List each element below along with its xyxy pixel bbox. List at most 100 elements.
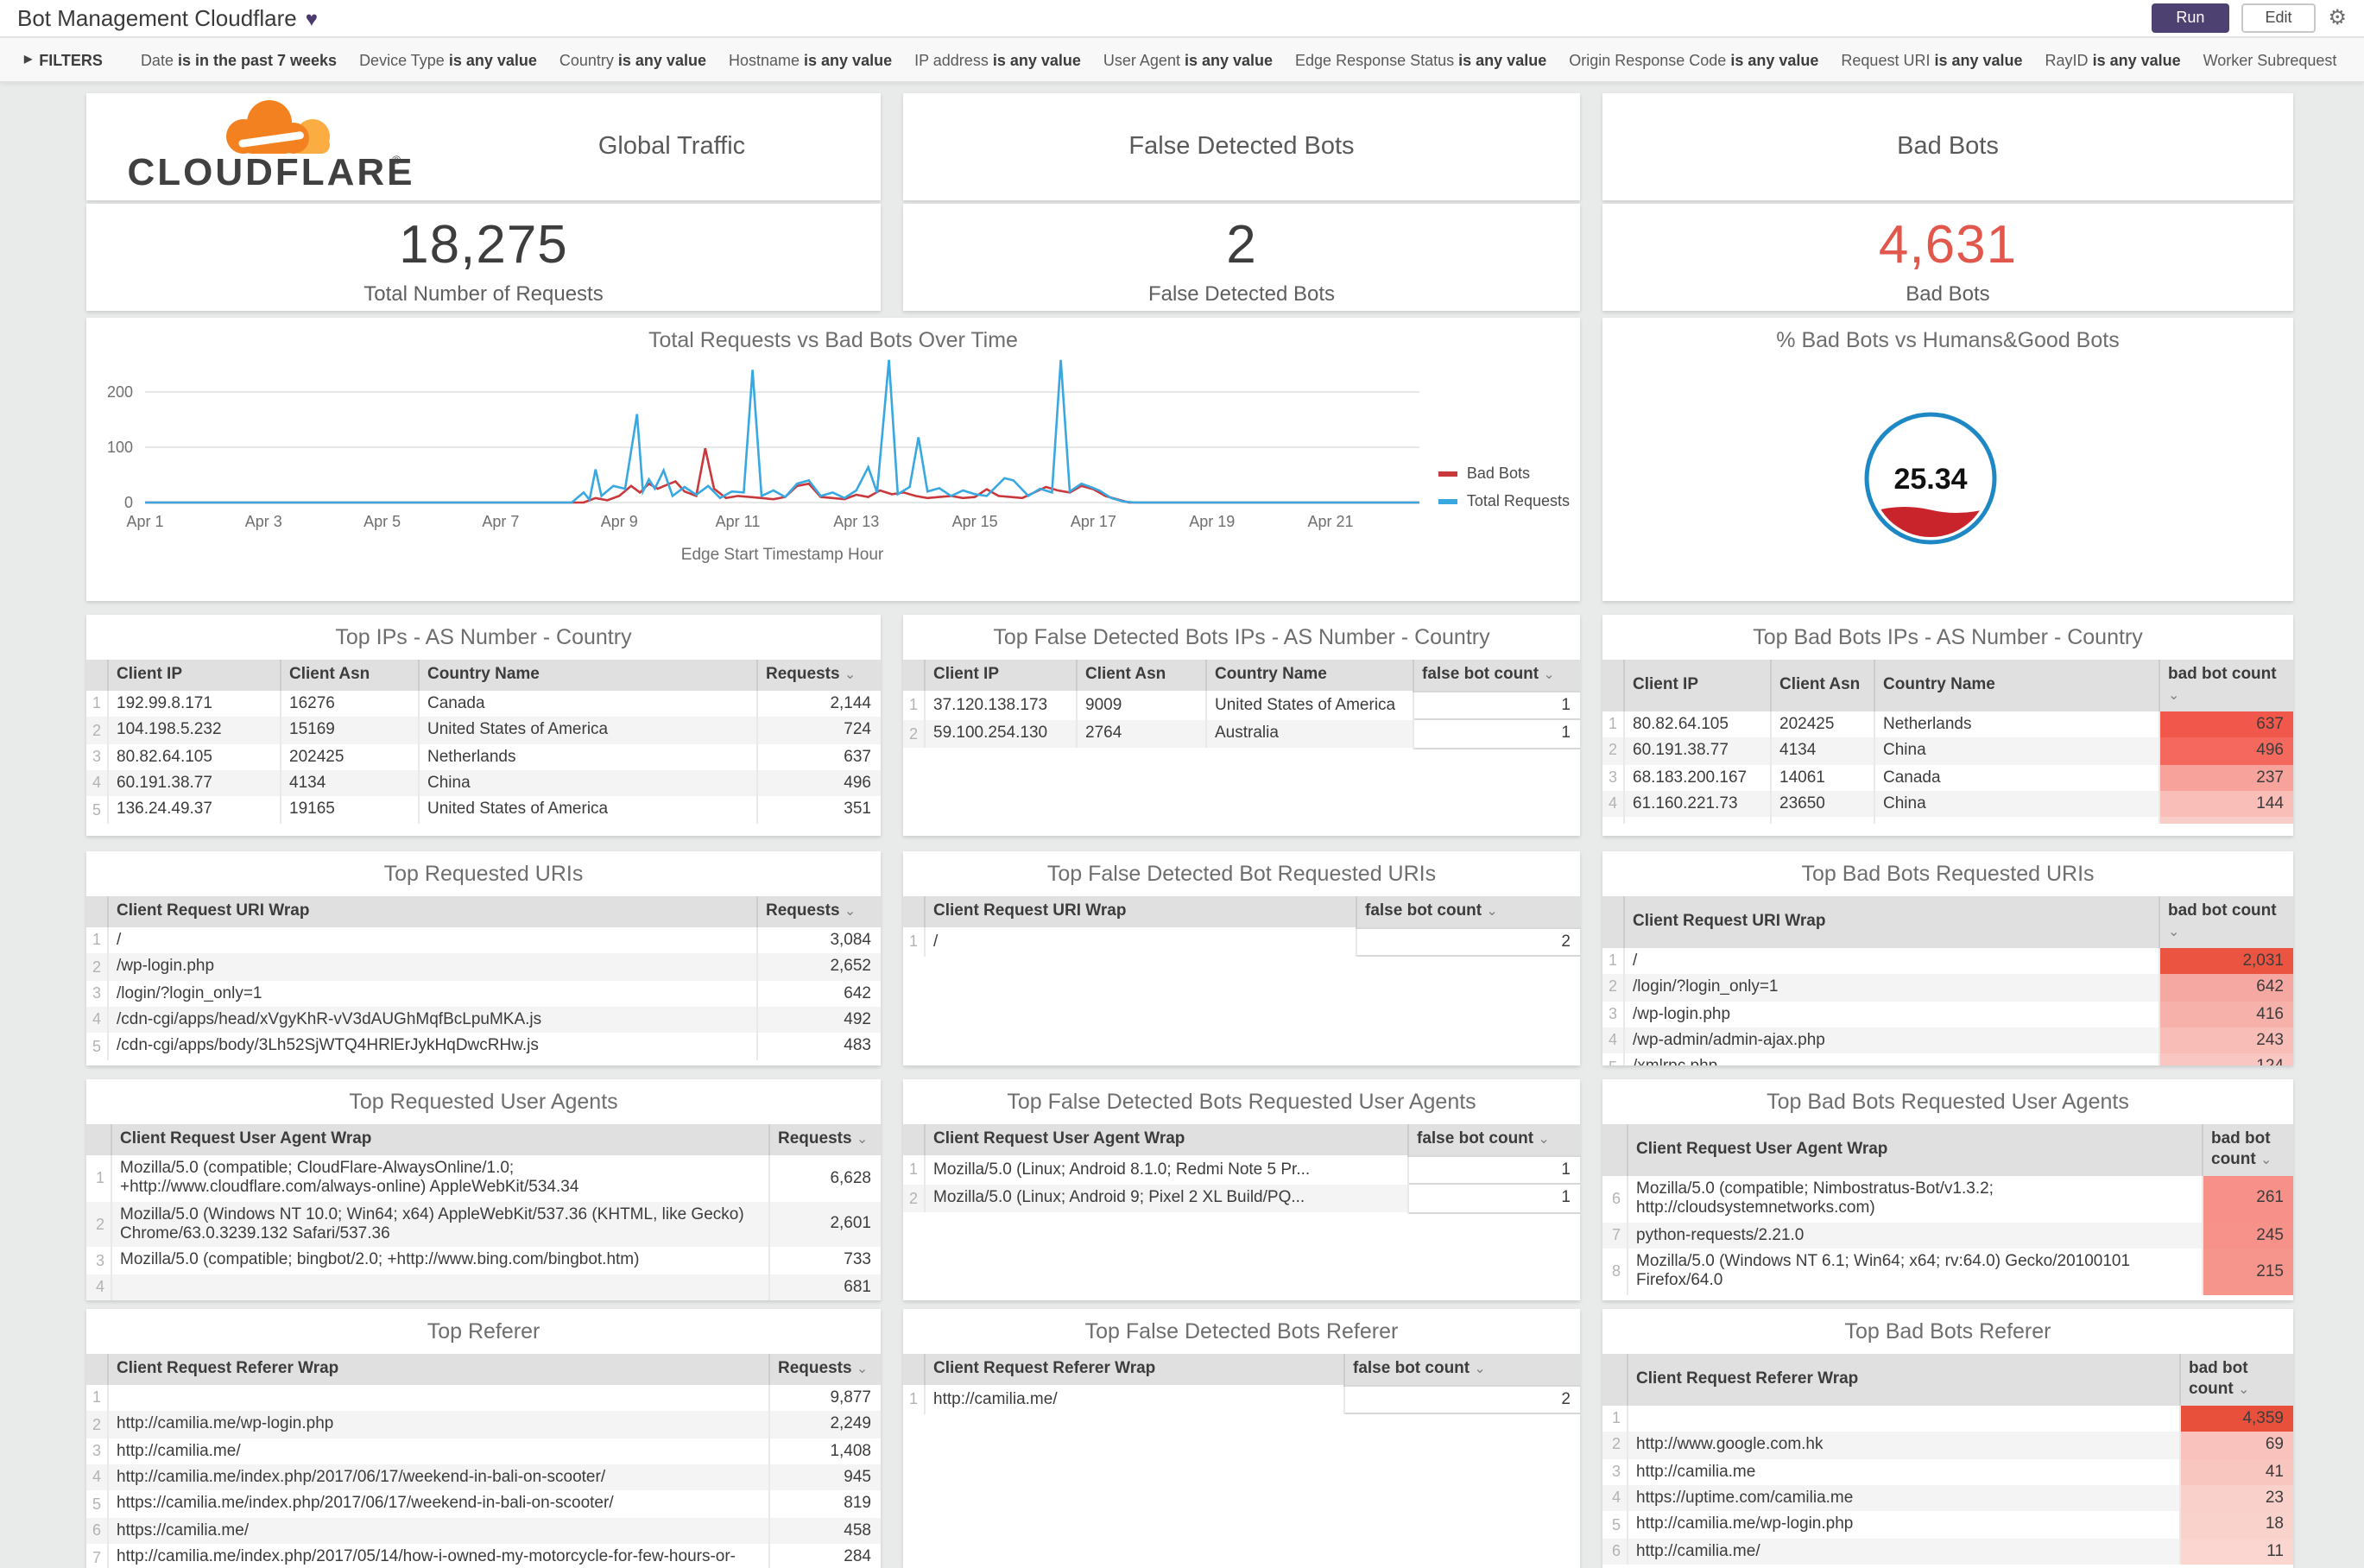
row-number-column-header	[1602, 660, 1624, 711]
filter-item[interactable]: Hostname is any value	[728, 51, 893, 68]
column-header[interactable]: Client Request Referer Wrap	[1627, 1354, 2180, 1406]
table-cell: 4134	[1770, 737, 1874, 765]
filter-item[interactable]: IP address is any value	[914, 51, 1081, 68]
kpi-false-detected-bots-label: False Detected Bots	[1147, 281, 1336, 305]
sort-descending-icon: ⌄	[1474, 1361, 1486, 1376]
column-header[interactable]: bad bot count ⌄	[2159, 896, 2293, 948]
table-cell: 483	[756, 1033, 881, 1060]
column-header[interactable]: Requests ⌄	[756, 896, 881, 927]
column-header[interactable]: bad bot count ⌄	[2202, 1124, 2293, 1176]
column-header[interactable]: Client Request User Agent Wrap	[1627, 1124, 2203, 1176]
filter-item[interactable]: Worker Subrequest is…	[2203, 51, 2340, 68]
table-row: 2 http://camilia.me/wp-login.php 2,249	[86, 1411, 881, 1438]
page-title: Bot Management Cloudflare ♥	[17, 5, 318, 31]
column-header[interactable]: Client Request User Agent Wrap	[924, 1124, 1408, 1156]
run-button[interactable]: Run	[2152, 3, 2229, 33]
row-number-column-header	[903, 660, 925, 692]
filter-item[interactable]: Request URI is any value	[1841, 51, 2023, 68]
column-header[interactable]: Requests ⌄	[768, 1354, 881, 1385]
bad-referer-table: Client Request Referer Wrap bad bot coun…	[1602, 1354, 2293, 1565]
column-header[interactable]: false bot count ⌄	[1343, 1354, 1580, 1386]
column-header[interactable]: Client IP	[924, 660, 1077, 692]
column-header[interactable]: Requests ⌄	[768, 1124, 881, 1155]
row-number: 1	[86, 926, 108, 954]
column-header[interactable]: Client Asn	[1076, 660, 1206, 692]
table-row: 1 192.99.8.171 16276 Canada 2,144	[86, 690, 881, 718]
table-cell: 192.99.8.171	[107, 690, 281, 718]
table-cell: 492	[756, 1007, 881, 1034]
filter-item[interactable]: Origin Response Code is any value	[1569, 51, 1819, 68]
table-cell: 2,031	[2159, 947, 2293, 975]
column-header[interactable]: Client Request Referer Wrap	[924, 1354, 1344, 1386]
svg-text:Apr 3: Apr 3	[245, 513, 282, 530]
bad-ips-table: Client IP Client Asn Country Name bad bo…	[1602, 660, 2293, 825]
row-number: 5	[1602, 1053, 1624, 1065]
column-header[interactable]: Client Request URI Wrap	[924, 896, 1356, 928]
column-header[interactable]: Client Request Referer Wrap	[107, 1354, 769, 1385]
filters-toggle[interactable]: ▶ FILTERS	[24, 51, 103, 68]
filter-item[interactable]: Date is in the past 7 weeks	[140, 51, 338, 68]
row-number: 4	[1602, 1027, 1624, 1054]
column-header[interactable]: Requests ⌄	[756, 660, 881, 691]
sort-descending-icon: ⌄	[2168, 923, 2180, 939]
legend-swatch	[1438, 498, 1458, 503]
panel-bad-referer: Top Bad Bots Referer Client Request Refe…	[1602, 1309, 2293, 1568]
table-cell: 60.191.38.77	[107, 770, 281, 797]
column-header[interactable]: false bot count ⌄	[1407, 1124, 1580, 1156]
false-uris-table: Client Request URI Wrap false bot count …	[903, 896, 1580, 958]
cloudflare-logo: CLOUDFLARE ®	[86, 98, 463, 195]
column-header[interactable]: Client IP	[107, 660, 281, 691]
row-number: 4	[1602, 790, 1624, 818]
row-number-column-header	[86, 1354, 108, 1385]
column-header[interactable]: Client Asn	[1770, 660, 1874, 711]
table-cell: 23	[2179, 1484, 2293, 1512]
filter-bar: ▶ FILTERS Date is in the past 7 weeks Dev…	[0, 38, 2364, 83]
table-cell: 1	[1406, 1154, 1580, 1185]
table-cell: 351	[756, 796, 881, 824]
row-number: 5	[86, 796, 108, 824]
top-bar: Bot Management Cloudflare ♥ Run Edit ⚙	[0, 0, 2364, 38]
filter-item[interactable]: Device Type is any value	[359, 51, 537, 68]
false-uris-title: Top False Detected Bot Requested URIs	[1046, 862, 1437, 886]
column-header[interactable]: bad bot count ⌄	[2179, 1354, 2293, 1406]
column-header[interactable]: bad bot count ⌄	[2159, 660, 2293, 711]
table-cell: 3,084	[756, 926, 881, 954]
table-row: 4/wp-admin/admin-ajax.php 243	[1602, 1027, 2293, 1054]
column-header[interactable]: Client Asn	[280, 660, 419, 691]
edit-button[interactable]: Edit	[2241, 3, 2317, 33]
table-cell: 1	[1412, 690, 1580, 721]
column-header[interactable]: Country Name	[1874, 660, 2159, 711]
table-row: 4/cdn-cgi/apps/head/xVgyKhR-vV3dAUGhMqfB…	[86, 1007, 881, 1034]
line-chart-svg[interactable]: 0 100 200 Apr 1 Apr 3 Apr 5 Apr 7 Apr 9 Apr 11 Ap…	[86, 354, 1580, 596]
column-header[interactable]: Client Request URI Wrap	[107, 896, 757, 927]
panel-false-user-agents: Top False Detected Bots Requested User A…	[903, 1079, 1580, 1300]
top-ips-title: Top IPs - AS Number - Country	[335, 625, 632, 649]
filter-item[interactable]: Country is any value	[559, 51, 706, 68]
column-header[interactable]: false bot count ⌄	[1356, 896, 1580, 928]
kpi-total-requests-value: 18,275	[399, 213, 568, 274]
column-header[interactable]: Country Name	[418, 660, 757, 691]
table-cell: /cdn-cgi/apps/body/3Lh52SjWTQ4HRlErJykHq…	[107, 1033, 757, 1060]
table-cell: 416	[2159, 1001, 2293, 1027]
filter-item[interactable]: User Agent is any value	[1103, 51, 1274, 68]
table-cell: 2,601	[768, 1201, 881, 1248]
column-header[interactable]: Client Request User Agent Wrap	[111, 1124, 769, 1155]
row-number: 4	[86, 770, 108, 797]
table-cell: United States of America	[1205, 691, 1413, 720]
bad-user-agents-title: Top Bad Bots Requested User Agents	[1767, 1090, 2129, 1114]
row-number: 1	[903, 1385, 925, 1414]
column-header[interactable]: Client Request URI Wrap	[1623, 896, 2159, 948]
gauge-title: % Bad Bots vs Humans&Good Bots	[1776, 328, 2120, 352]
table-cell: 245	[2202, 1222, 2293, 1249]
filter-item[interactable]: RayID is any value	[2045, 51, 2181, 68]
column-header[interactable]: false bot count ⌄	[1413, 660, 1580, 692]
column-header[interactable]: Country Name	[1205, 660, 1413, 692]
heart-icon: ♥	[305, 6, 318, 30]
row-number: 3	[86, 1247, 111, 1274]
column-header[interactable]: Client IP	[1623, 660, 1771, 711]
table-cell: 237	[2159, 764, 2293, 791]
gear-icon[interactable]: ⚙	[2328, 5, 2347, 30]
legend-item[interactable]: Total Requests	[1438, 492, 1570, 509]
filter-item[interactable]: Edge Response Status is any value	[1295, 51, 1547, 68]
legend-item[interactable]: Bad Bots	[1438, 465, 1570, 482]
